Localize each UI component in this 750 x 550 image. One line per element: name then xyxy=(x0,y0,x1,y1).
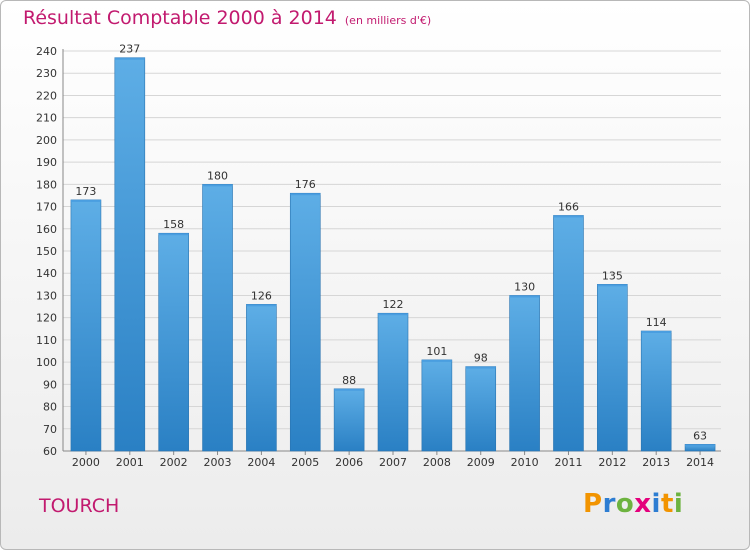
bar-cap xyxy=(114,57,145,60)
data-label-2005: 176 xyxy=(295,178,316,191)
logo-letter: t xyxy=(660,489,674,519)
chart-subtitle: (en milliers d'€) xyxy=(344,14,432,27)
bar-cap xyxy=(246,304,277,307)
bar-cap xyxy=(378,313,408,316)
bar-2007 xyxy=(377,312,409,452)
bar-cap xyxy=(421,359,452,362)
y-tick-label: 60 xyxy=(43,445,57,458)
data-label-2013: 114 xyxy=(646,316,667,329)
x-tick-label-2007: 2007 xyxy=(379,456,407,469)
proxiti-logo: Proxiti xyxy=(583,489,683,519)
data-label-2010: 130 xyxy=(514,280,535,293)
x-tick-label-2006: 2006 xyxy=(335,456,363,469)
y-tick-label: 160 xyxy=(36,223,57,236)
data-label-2012: 135 xyxy=(602,269,623,282)
x-tick-label-2010: 2010 xyxy=(511,456,539,469)
y-tick-label: 220 xyxy=(36,89,57,102)
bar-cap xyxy=(553,215,584,218)
bar-2012 xyxy=(597,284,628,452)
data-labels: 173 237 158 180 126 176 88 122 101 98 130 166 135 114… xyxy=(75,43,707,443)
y-tick-label: 210 xyxy=(36,112,57,125)
y-tick-label: 90 xyxy=(43,378,57,391)
logo-letter: o xyxy=(615,489,635,519)
bar-2002 xyxy=(158,232,189,452)
data-label-2000: 173 xyxy=(75,185,96,198)
y-tick-label: 190 xyxy=(36,156,57,169)
bar-cap xyxy=(70,199,101,202)
axes: 60 70 80 90 100 110 120 130 140 150 160 170 180 190 20… xyxy=(36,45,721,469)
y-tick-label: 180 xyxy=(36,178,57,191)
bar-cap xyxy=(509,295,540,298)
bar-2013 xyxy=(640,330,672,452)
x-tick-label-2008: 2008 xyxy=(423,456,451,469)
bars xyxy=(70,57,716,452)
data-label-2003: 180 xyxy=(207,169,228,182)
data-label-2007: 122 xyxy=(383,298,404,311)
logo-letter: r xyxy=(602,489,616,519)
bar-2008 xyxy=(421,359,453,452)
bar-cap xyxy=(202,184,233,187)
bar-cap xyxy=(290,193,321,196)
logo-letter: x xyxy=(634,489,652,519)
bar-2005 xyxy=(289,192,321,452)
bar-cap xyxy=(685,444,716,447)
bar-2003 xyxy=(202,184,233,452)
y-tick-label: 240 xyxy=(36,45,57,58)
data-label-2004: 126 xyxy=(251,289,272,302)
y-tick-label: 140 xyxy=(36,267,57,280)
y-tick-label: 80 xyxy=(43,401,57,414)
y-tick-label: 110 xyxy=(36,334,57,347)
bar-2006 xyxy=(333,388,365,452)
bar-cap xyxy=(641,331,672,333)
x-tick-label-2004: 2004 xyxy=(247,456,275,469)
y-tick-label: 120 xyxy=(36,312,57,325)
x-tick-label-2009: 2009 xyxy=(467,456,495,469)
y-tick-label: 70 xyxy=(43,423,57,436)
bar-cap xyxy=(597,284,628,287)
data-label-2014: 63 xyxy=(693,429,707,442)
x-tick-label-2003: 2003 xyxy=(204,456,232,469)
logo-letter: i xyxy=(651,489,661,519)
data-label-2009: 98 xyxy=(474,352,488,365)
y-tick-label: 130 xyxy=(36,289,57,302)
y-tick-label: 170 xyxy=(36,201,57,214)
data-label-2008: 101 xyxy=(426,345,447,358)
x-tick-label-2013: 2013 xyxy=(642,456,670,469)
logo-letter: P xyxy=(583,489,603,519)
x-tick-label-2005: 2005 xyxy=(291,456,319,469)
bar-cap xyxy=(158,233,189,236)
x-tick-label-2011: 2011 xyxy=(554,456,582,469)
x-tick-label-2012: 2012 xyxy=(598,456,626,469)
data-label-2001: 237 xyxy=(119,43,140,56)
commune-name: TOURCH xyxy=(39,495,120,517)
logo-letter: i xyxy=(673,489,684,519)
bar-2001 xyxy=(114,57,146,452)
data-label-2006: 88 xyxy=(342,374,356,387)
bar-cap xyxy=(465,366,496,369)
y-tick-label: 150 xyxy=(36,245,57,258)
y-tick-label: 230 xyxy=(36,67,57,80)
x-tick-label-2002: 2002 xyxy=(160,456,188,469)
bar-cap xyxy=(334,388,365,391)
bar-2010 xyxy=(509,295,540,452)
x-tick-label-2000: 2000 xyxy=(72,456,100,469)
bar-2011 xyxy=(553,215,584,452)
x-tick-label-2001: 2001 xyxy=(116,456,144,469)
chart-title: Résultat Comptable 2000 à 2014 (en millie… xyxy=(23,7,431,29)
data-label-2002: 158 xyxy=(163,218,184,231)
y-tick-label: 100 xyxy=(36,356,57,369)
x-tick-label-2014: 2014 xyxy=(686,456,714,469)
bar-2000 xyxy=(70,199,102,452)
bar-2009 xyxy=(465,366,497,452)
bar-2004 xyxy=(246,304,277,452)
data-label-2011: 166 xyxy=(558,200,579,213)
title-text: Résultat Comptable 2000 à 2014 xyxy=(23,7,337,29)
y-tick-label: 200 xyxy=(36,134,57,147)
